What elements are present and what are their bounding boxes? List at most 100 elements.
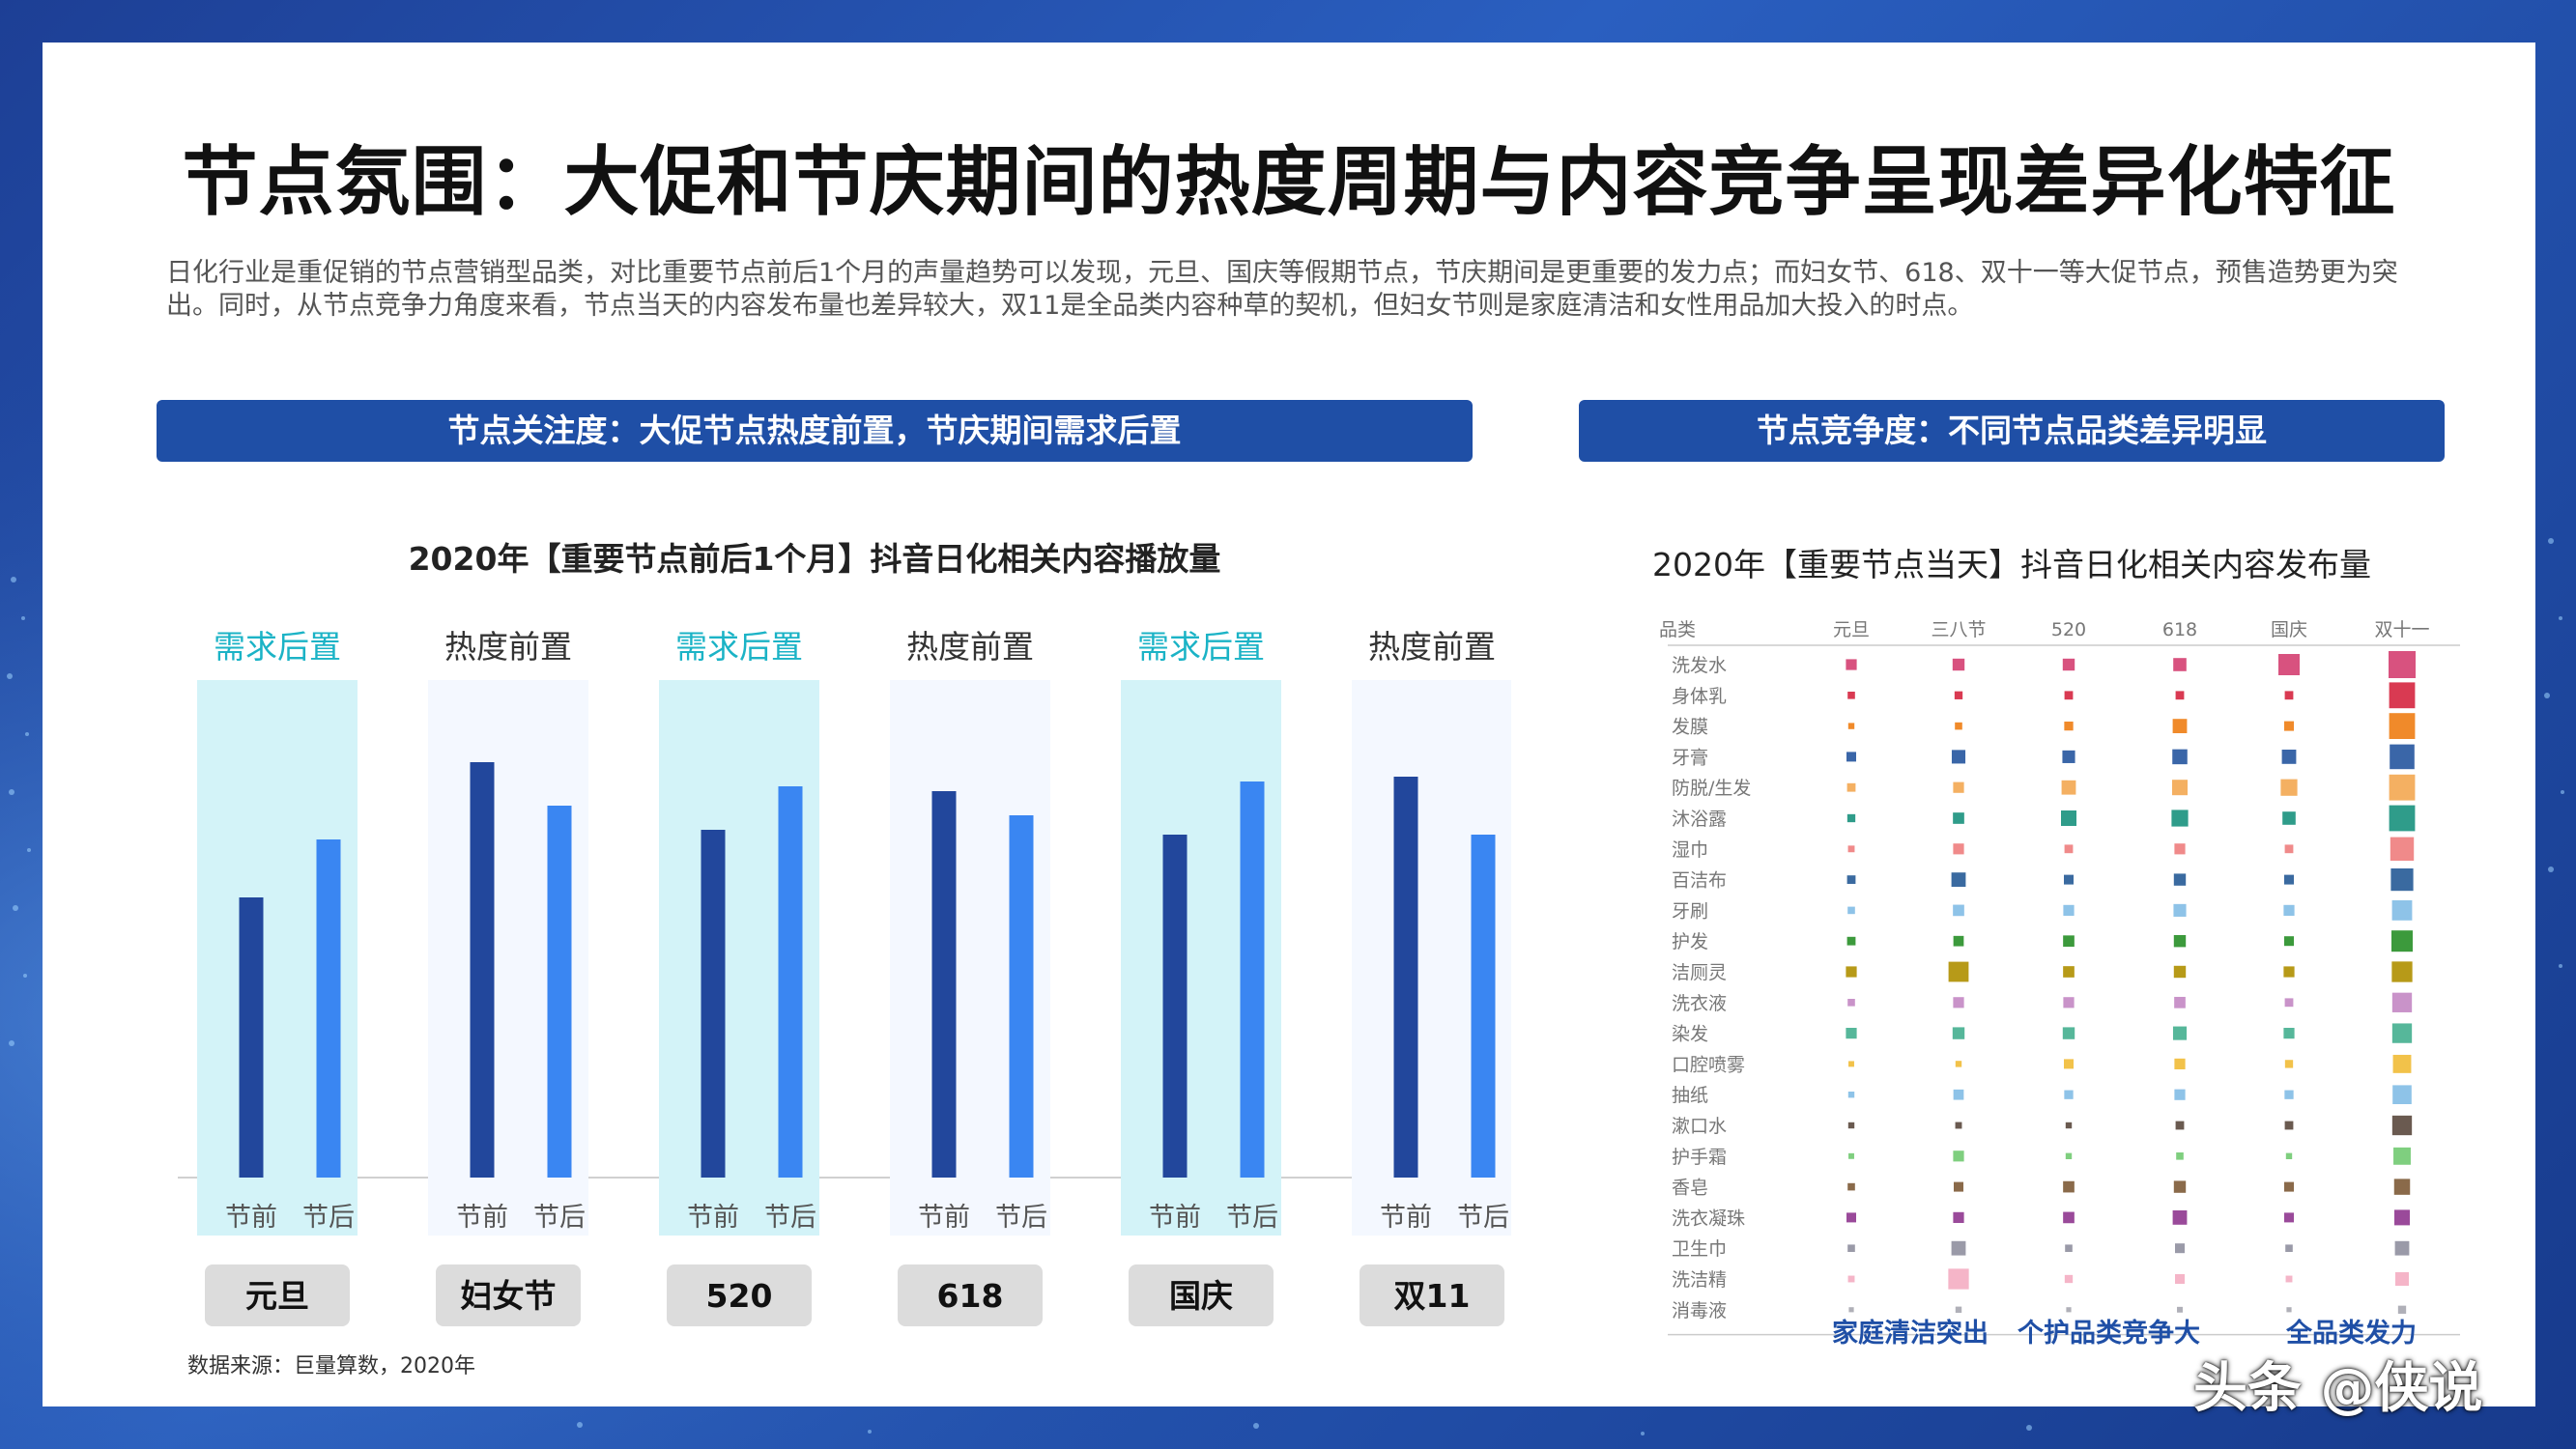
heat-cell: [1847, 999, 1855, 1007]
heat-cell: [2284, 1181, 2294, 1192]
heat-cell: [1953, 1089, 1964, 1100]
heat-cell: [1953, 904, 1964, 917]
heat-cell: [2064, 1059, 2074, 1069]
row-label: 湿巾: [1672, 839, 1708, 861]
heat-cell: [2174, 1089, 2186, 1100]
bar-sublabel: 节前: [456, 1203, 508, 1233]
heat-cell: [1847, 692, 1855, 699]
heat-cell: [2389, 805, 2416, 832]
bar-sublabel: 节后: [302, 1203, 355, 1233]
heat-cell: [1848, 1152, 1854, 1159]
heat-cell: [1847, 1275, 1855, 1283]
bar-sublabel: 节后: [1457, 1203, 1509, 1233]
heat-cell: [2064, 691, 2074, 700]
row-label: 牙刷: [1672, 900, 1708, 922]
heat-cell: [1846, 875, 1856, 884]
row-label: 洁厕灵: [1672, 962, 1727, 983]
heat-cell: [2063, 1180, 2075, 1193]
bar-sublabel: 节前: [225, 1203, 277, 1233]
category-label: 双11: [1394, 1277, 1471, 1315]
heat-cell: [2065, 1244, 2073, 1252]
heat-cell: [2391, 1115, 2413, 1136]
heat-cell: [2389, 774, 2416, 801]
heat-cell: [1952, 1027, 1965, 1039]
heat-cell: [1846, 782, 1856, 792]
heat-cell: [2172, 1026, 2188, 1040]
row-label: 百洁布: [1672, 870, 1727, 892]
category-label: 国庆: [1169, 1277, 1233, 1315]
heat-cell: [2284, 1121, 2294, 1130]
heat-cell: [1846, 1028, 1857, 1039]
row-label: 洗洁精: [1672, 1269, 1727, 1291]
heat-cell: [2394, 1209, 2410, 1226]
bar-sublabel: 节后: [1226, 1203, 1278, 1233]
group-tag: 热度前置: [906, 628, 1034, 666]
heat-cell: [2284, 998, 2294, 1008]
heat-cell: [1955, 1306, 1962, 1313]
heat-cell: [2394, 1271, 2410, 1287]
heat-cell: [2285, 1244, 2293, 1252]
heat-cell: [2063, 997, 2075, 1009]
heat-cell: [2394, 1240, 2410, 1256]
bar-after: [778, 786, 803, 1178]
heat-cell: [2390, 868, 2414, 892]
heat-cell: [2283, 966, 2295, 978]
heat-cell: [1848, 1061, 1854, 1067]
heat-cell: [2389, 682, 2416, 709]
heat-cell: [2284, 691, 2294, 700]
bar-before: [701, 830, 726, 1178]
heat-cell: [1847, 1122, 1855, 1129]
heat-cell: [2282, 811, 2296, 825]
heat-cell: [2278, 654, 2300, 675]
heat-cell: [2173, 1180, 2187, 1193]
heat-cell: [2284, 844, 2294, 854]
content-panel: 节点氛围：大促和节庆期间的热度周期与内容竞争呈现差异化特征 日化行业是重促销的节…: [43, 43, 2535, 1406]
heat-cell: [1953, 843, 1964, 855]
heat-cell: [2284, 1060, 2294, 1068]
callout-personal-care: 个护品类竞争大: [2018, 1319, 2200, 1349]
data-source: 数据来源：巨量算数，2020年: [187, 1354, 475, 1378]
heat-cell: [1954, 1181, 1963, 1192]
column-label: 618: [2162, 619, 2197, 640]
row-label: 防脱/生发: [1672, 778, 1751, 799]
column-label: 三八节: [1931, 619, 1986, 640]
heat-cell: [2393, 1147, 2411, 1165]
heat-cell: [2286, 1307, 2292, 1313]
heat-cell: [1847, 1182, 1855, 1191]
heat-cell: [2172, 780, 2188, 796]
heat-cell: [2173, 658, 2187, 671]
heat-cell: [2391, 930, 2413, 952]
right-banner: 节点竞争度：不同节点品类差异明显: [1579, 400, 2445, 462]
row-label: 抽纸: [1672, 1085, 1708, 1106]
row-label: 漱口水: [1672, 1116, 1727, 1137]
bar-after: [316, 839, 341, 1178]
category-pill: [436, 1264, 581, 1326]
heat-cell: [2174, 1058, 2186, 1069]
category-pill: [1360, 1264, 1504, 1326]
row-label: 身体乳: [1672, 686, 1727, 707]
column-label: 国庆: [2271, 619, 2307, 640]
category-pill: [205, 1264, 350, 1326]
heat-cell: [2173, 935, 2187, 948]
heat-cell: [1846, 1212, 1856, 1223]
row-label: 牙膏: [1672, 746, 1708, 768]
heat-cell: [1846, 966, 1857, 978]
heat-cell: [2174, 996, 2186, 1009]
heat-cell: [1955, 1061, 1962, 1067]
heat-cell: [2284, 874, 2294, 885]
heat-cell: [2172, 719, 2188, 733]
heat-cell: [2173, 965, 2187, 979]
heat-cell: [1948, 1268, 1969, 1290]
heat-cell: [1847, 1092, 1855, 1098]
heat-cell: [2172, 1210, 2188, 1225]
heat-cell: [2175, 1121, 2185, 1130]
row-label: 发膜: [1672, 717, 1708, 738]
watermark: 头条 @侠说: [2193, 1357, 2483, 1420]
heat-cell: [2175, 1243, 2185, 1254]
heat-cell: [2063, 966, 2075, 978]
heat-cell: [2390, 837, 2415, 861]
heat-cell: [2285, 1275, 2293, 1283]
row-label: 护手霜: [1672, 1147, 1727, 1168]
heat-cell: [1847, 1244, 1855, 1252]
